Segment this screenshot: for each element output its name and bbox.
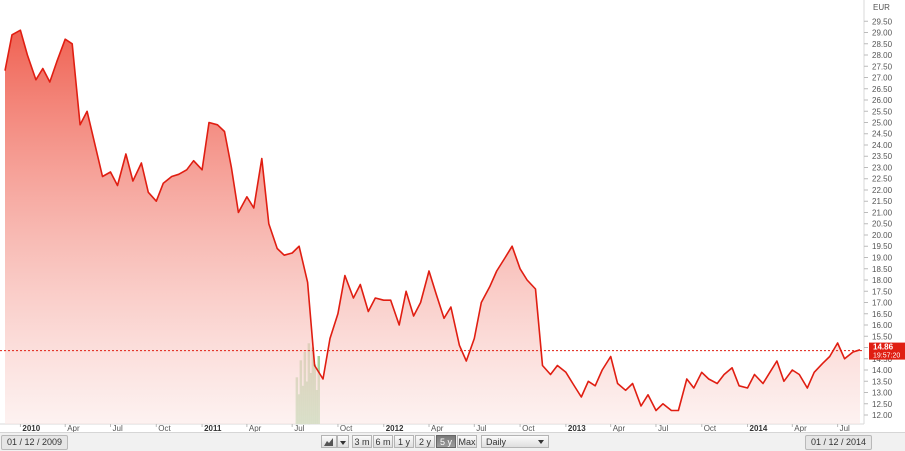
y-tick-label: 21.00 [872, 209, 893, 218]
y-tick-label: 12.50 [872, 400, 893, 409]
range-button-6m[interactable]: 6 m [373, 435, 393, 448]
y-tick-label: 23.50 [872, 152, 893, 161]
range-button-2y[interactable]: 2 y [415, 435, 435, 448]
x-tick-label: Apr [613, 424, 626, 432]
x-tick-label: 2010 [22, 424, 40, 432]
x-tick-label: Jul [658, 424, 668, 432]
price-area [5, 30, 860, 424]
y-tick-label: 25.00 [872, 119, 893, 128]
x-tick-label: 2011 [204, 424, 222, 432]
y-tick-label: 19.50 [872, 242, 893, 251]
y-tick-label: 17.50 [872, 287, 893, 296]
range-button-3m[interactable]: 3 m [352, 435, 372, 448]
range-button-max[interactable]: Max [457, 435, 477, 448]
x-tick-label: Oct [158, 424, 171, 432]
y-tick-label: 18.50 [872, 265, 893, 274]
last-price-badge [869, 342, 905, 360]
y-tick-label: 13.00 [872, 389, 893, 398]
y-tick-label: 23.00 [872, 164, 893, 173]
y-tick-label: 25.50 [872, 107, 893, 116]
end-date-field[interactable]: 01 / 12 / 2014 [804, 435, 872, 450]
area-chart-icon [324, 438, 333, 446]
y-tick-label: 14.00 [872, 366, 893, 375]
last-price-time: 19:57:20 [873, 353, 900, 360]
y-tick-label: 12.00 [872, 411, 893, 420]
x-tick-label: Apr [67, 424, 80, 432]
x-tick-label: Jul [476, 424, 486, 432]
y-tick-label: 24.50 [872, 130, 893, 139]
x-tick-label: Oct [340, 424, 353, 432]
chart-toolbar: 01 / 12 / 2009 3 m 6 m 1 y 2 y 5 y Max D… [0, 432, 905, 451]
price-chart: EUR 12.0012.5013.0013.5014.0014.5015.001… [0, 0, 905, 432]
x-tick-label: Jul [840, 424, 850, 432]
y-tick-label: 26.50 [872, 85, 893, 94]
start-date-field[interactable]: 01 / 12 / 2009 [1, 435, 69, 450]
x-tick-label: Apr [794, 424, 807, 432]
x-tick-label: Oct [522, 424, 535, 432]
range-button-1y[interactable]: 1 y [394, 435, 414, 448]
chart-type-button[interactable] [321, 435, 337, 448]
y-tick-label: 27.50 [872, 62, 893, 71]
y-tick-label: 29.50 [872, 17, 893, 26]
y-tick-label: 20.00 [872, 231, 893, 240]
chevron-down-icon [340, 440, 346, 445]
x-tick-label: Jul [113, 424, 123, 432]
y-tick-label: 20.50 [872, 220, 893, 229]
y-tick-label: 28.00 [872, 51, 893, 60]
interval-select-value: Daily [486, 437, 507, 447]
y-tick-label: 18.00 [872, 276, 893, 285]
y-tick-label: 17.00 [872, 299, 893, 308]
price-line [4, 29, 861, 412]
x-tick-label: Jul [294, 424, 304, 432]
y-tick-label: 13.50 [872, 377, 893, 386]
x-tick-label: Apr [431, 424, 444, 432]
range-button-5y[interactable]: 5 y [436, 435, 456, 448]
y-tick-label: 24.00 [872, 141, 893, 150]
last-price-value: 14.86 [873, 343, 894, 352]
y-tick-label: 22.00 [872, 186, 893, 195]
x-tick-label: 2014 [750, 424, 768, 432]
x-tick-label: 2012 [386, 424, 404, 432]
x-tick-label: 2013 [568, 424, 586, 432]
y-tick-label: 19.00 [872, 254, 893, 263]
chevron-down-icon [538, 440, 544, 444]
y-tick-label: 16.00 [872, 321, 893, 330]
currency-label: EUR [873, 3, 890, 12]
y-tick-label: 27.00 [872, 74, 893, 83]
y-tick-label: 15.50 [872, 332, 893, 341]
interval-select[interactable]: Daily [481, 435, 549, 448]
y-tick-label: 21.50 [872, 197, 893, 206]
y-tick-label: 26.00 [872, 96, 893, 105]
x-tick-label: Oct [704, 424, 717, 432]
y-tick-label: 28.50 [872, 40, 893, 49]
chart-type-dropdown-button[interactable] [337, 435, 349, 448]
x-tick-label: Apr [249, 424, 262, 432]
y-tick-label: 22.50 [872, 175, 893, 184]
y-tick-label: 29.00 [872, 29, 893, 38]
y-tick-label: 16.50 [872, 310, 893, 319]
